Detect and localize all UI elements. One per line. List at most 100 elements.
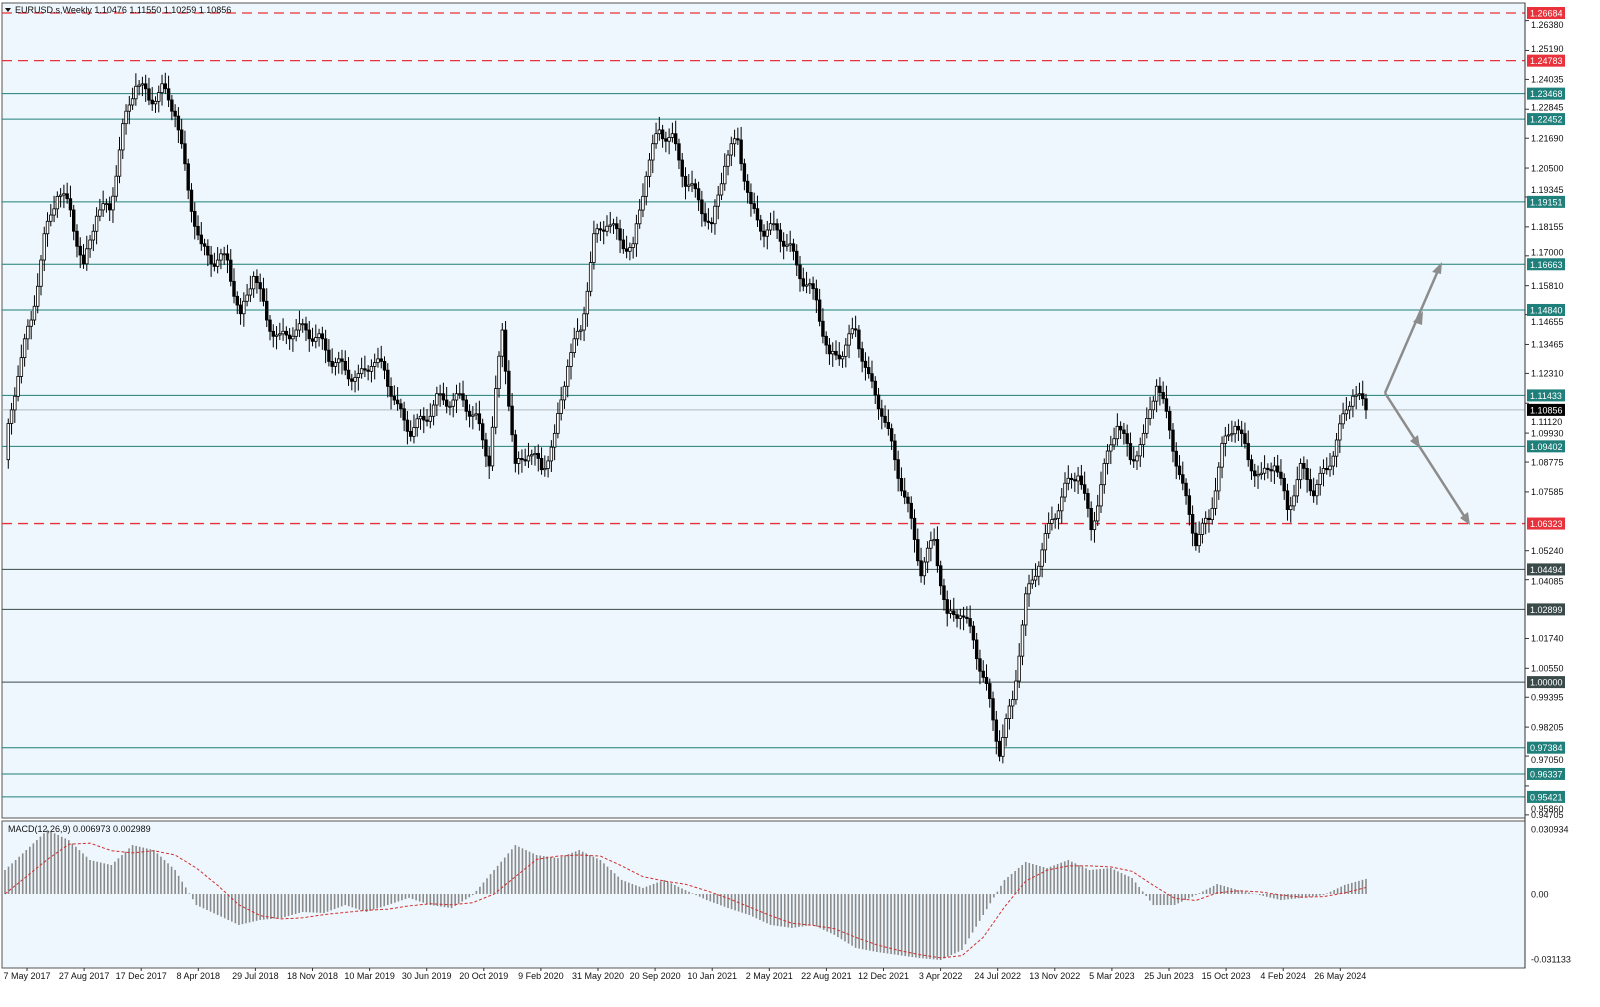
up-arrow-head [1432, 262, 1442, 274]
candle-body [981, 670, 985, 678]
candle-body [1308, 479, 1313, 492]
candle-body [94, 215, 99, 232]
candle-body [1318, 472, 1322, 485]
level-tag [1527, 6, 1565, 19]
candle-body [1158, 385, 1162, 393]
candle-body [696, 188, 701, 201]
level-tag-label: 1.19151 [1530, 197, 1563, 207]
candle-body [62, 193, 66, 196]
candle-body [523, 459, 527, 462]
candle-body [287, 334, 292, 340]
candle-body [1154, 385, 1159, 402]
candle-body [755, 208, 760, 221]
candle-body [346, 369, 351, 380]
candle-body [510, 405, 514, 436]
x-tick-label: 4 Feb 2024 [1260, 971, 1306, 981]
y-tick-label: 1.05240 [1531, 546, 1564, 556]
y-tick-label: 1.20500 [1531, 163, 1564, 173]
candle-body [111, 195, 115, 211]
candle-body [552, 432, 557, 448]
candle-body [85, 248, 89, 265]
candle-body [1135, 455, 1139, 462]
candle-body [673, 133, 678, 145]
candle-body [837, 354, 841, 360]
candle-body [1001, 737, 1005, 757]
dropdown-triangle-icon[interactable] [5, 8, 11, 12]
candle-body [301, 323, 305, 326]
candle-body [402, 408, 406, 421]
candle-body [588, 262, 593, 292]
down-arrow-line[interactable] [1383, 392, 1470, 523]
candle-body [147, 88, 151, 101]
y-tick-label: 1.13465 [1531, 340, 1564, 350]
candle-body [952, 610, 956, 616]
level-tag-label: 1.04494 [1530, 565, 1563, 575]
candle-body [634, 223, 639, 245]
candle-body [395, 399, 400, 405]
candle-body [1223, 435, 1228, 444]
candle-body [474, 413, 478, 416]
candle-body [255, 275, 259, 283]
time-axis[interactable]: 7 May 2017 27 Aug 2017 17 Dec 2017 8 Apr 20… [3, 968, 1366, 981]
candle-body [621, 239, 626, 250]
candle-body [1246, 443, 1250, 461]
candle-body [467, 410, 472, 417]
candle-body [772, 223, 776, 226]
candle-body [245, 294, 249, 302]
candle-body [876, 394, 881, 410]
candle-body [497, 355, 501, 389]
candle-body [752, 203, 756, 210]
level-tag [1527, 563, 1565, 576]
price-panel[interactable] [1, 2, 1526, 819]
candle-body [1148, 409, 1152, 419]
candle-body [1161, 392, 1165, 400]
candle-body [647, 159, 652, 177]
candle-body [330, 360, 334, 367]
candle-body [464, 399, 469, 412]
candle-body [1181, 474, 1185, 484]
down-arrow-head [1460, 512, 1470, 525]
candle-body [1217, 466, 1221, 492]
y-tick-label: 1.14655 [1531, 317, 1564, 327]
x-tick-label: 17 Dec 2017 [116, 971, 167, 981]
candle-body [186, 163, 190, 191]
level-tag [1527, 113, 1565, 126]
candle-body [337, 358, 341, 364]
candle-body [690, 183, 694, 186]
candle-body [1311, 490, 1316, 497]
candle-body [340, 358, 344, 362]
candle-body [490, 426, 495, 467]
price-axis[interactable]: 1.26380 1.25190 1.24035 1.22845 1.21690 1.205… [1524, 3, 1564, 968]
horizontal-levels [2, 12, 1525, 798]
candle-body [477, 413, 482, 425]
level-tag [1527, 54, 1565, 67]
candle-body [971, 625, 976, 641]
y-tick-label: 1.17000 [1531, 248, 1564, 258]
candle-body [1259, 472, 1264, 475]
candle-body [562, 385, 567, 401]
y-tick-label: 0.97050 [1531, 755, 1564, 765]
candle-body [942, 585, 946, 600]
y-tick-label: 1.11120 [1531, 417, 1562, 427]
candle-body [170, 99, 174, 112]
candle-body [860, 348, 864, 362]
candle-body [605, 225, 609, 232]
candle-body [487, 455, 491, 467]
level-tag [1527, 403, 1565, 416]
y-tick-label: 0.99395 [1531, 692, 1564, 702]
candle-body [278, 333, 282, 336]
up-arrow-line[interactable] [1383, 265, 1442, 394]
candle-body [1357, 393, 1362, 396]
candle-body [317, 333, 321, 338]
candle-body [212, 263, 217, 267]
candle-body [140, 83, 145, 86]
candle-body [834, 350, 838, 356]
candle-body [801, 278, 805, 287]
candle-body [359, 368, 364, 375]
candle-body [945, 599, 949, 614]
x-tick-label: 22 Aug 2021 [801, 971, 852, 981]
candle-body [274, 334, 279, 337]
candle-body [602, 229, 606, 232]
candle-body [1105, 450, 1110, 464]
